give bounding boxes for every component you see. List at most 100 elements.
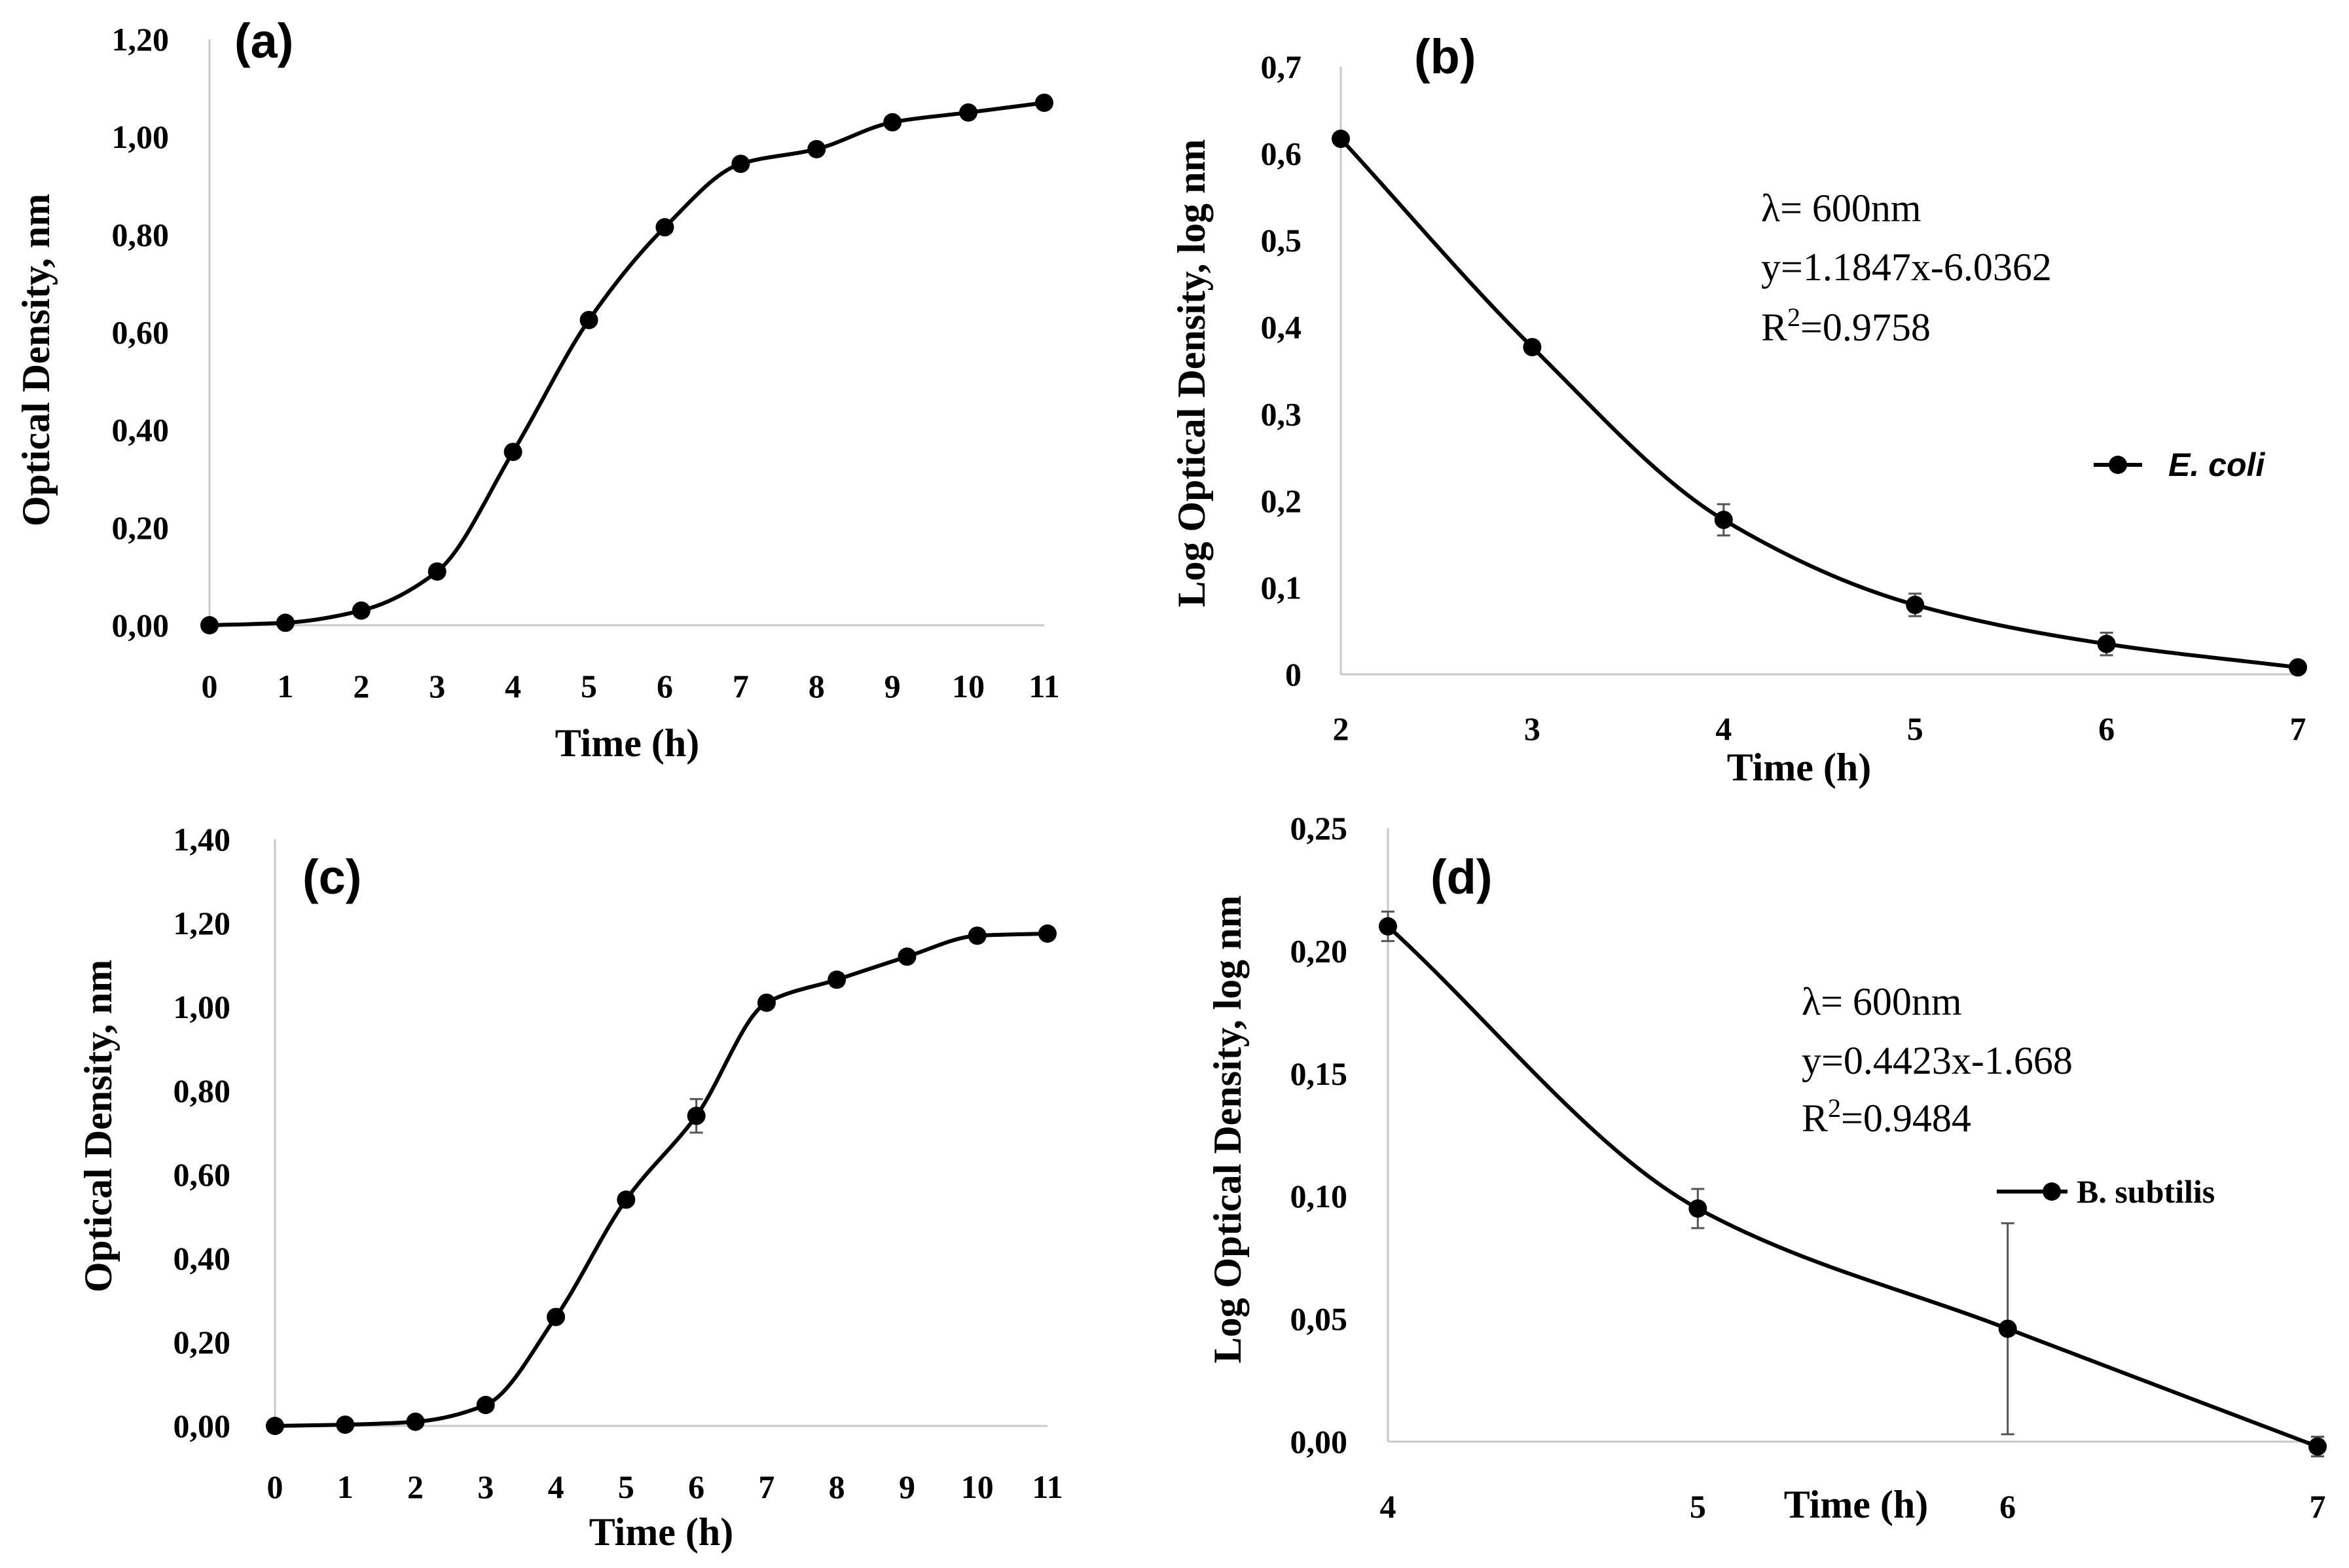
annotation-equation: y=1.1847x-6.0362 xyxy=(1761,246,2052,289)
data-point xyxy=(352,601,371,620)
panel-label: (c) xyxy=(302,850,361,904)
annotation-r: R xyxy=(1802,1097,1828,1140)
panel-label: (d) xyxy=(1430,850,1493,904)
annotation-wavelength: λ= 600nm xyxy=(1761,187,1921,230)
x-tick-label: 1 xyxy=(277,668,293,704)
y-axis-title: Optical Density, nm xyxy=(14,194,58,526)
y-tick-label: 0,4 xyxy=(1261,309,1302,346)
y-tick-label: 0,2 xyxy=(1261,483,1302,519)
panel-b: 0 0,1 0,2 0,3 0,4 0,5 0,6 0,7 2 3 4 5 6 7 Time (h) Log … xyxy=(1170,29,2307,789)
data-point xyxy=(959,103,978,122)
data-point xyxy=(2308,1437,2327,1456)
data-point xyxy=(1332,130,1350,149)
y-tick-label: 0,1 xyxy=(1261,569,1302,606)
y-tick-label: 0,25 xyxy=(1290,810,1348,847)
data-point xyxy=(828,970,847,989)
x-tick-label: 4 xyxy=(505,668,521,704)
y-tick-label: 0,40 xyxy=(173,1240,231,1277)
data-point xyxy=(883,113,902,132)
annotation-superscript: 2 xyxy=(1787,302,1800,332)
data-point xyxy=(1035,93,1053,112)
y-tick-label: 0,80 xyxy=(173,1072,231,1109)
data-point xyxy=(476,1396,495,1414)
y-tick-label: 1,20 xyxy=(112,21,170,58)
y-tick-label: 0,00 xyxy=(1290,1423,1348,1460)
x-tick-label: 7 xyxy=(758,1468,774,1505)
legend-label: B. subtilis xyxy=(2077,1173,2215,1210)
x-tick-label: 5 xyxy=(618,1468,634,1505)
data-point xyxy=(547,1307,566,1326)
x-tick-label: 5 xyxy=(1690,1488,1706,1525)
legend-label: E. coli xyxy=(2168,447,2265,483)
y-tick-label: 0,20 xyxy=(112,509,170,546)
y-tick-label: 0,00 xyxy=(112,607,170,644)
x-tick-label: 3 xyxy=(429,668,445,704)
annotation-wavelength: λ= 600nm xyxy=(1802,980,1962,1023)
data-point xyxy=(2289,658,2307,677)
data-point xyxy=(731,155,750,173)
panel-a: 0,00 0,20 0,40 0,60 0,80 1,00 1,20 0 1 2 3 4 5 6 7 8 9 10… xyxy=(14,14,1060,765)
annotation-superscript: 2 xyxy=(1828,1093,1841,1123)
x-axis-title: Time (h) xyxy=(589,1510,734,1554)
y-axis-title: Log Optical Density, log nm xyxy=(1206,895,1249,1363)
y-tick-label: 0,15 xyxy=(1290,1055,1348,1092)
x-axis-title: Time (h) xyxy=(555,721,700,765)
annotation-r-value: =0.9758 xyxy=(1800,306,1931,349)
y-tick-label: 0,5 xyxy=(1261,222,1302,259)
x-tick-label: 5 xyxy=(581,668,597,704)
y-axis-title: Optical Density, nm xyxy=(77,960,120,1292)
y-tick-label: 0,05 xyxy=(1290,1301,1348,1338)
panel-c: 0,00 0,20 0,40 0,60 0,80 1,00 1,20 1,40 0 1 2 3 4 5 6 7… xyxy=(77,821,1063,1554)
x-tick-label: 11 xyxy=(1032,1468,1063,1505)
annotation-r: R xyxy=(1761,306,1787,349)
data-point xyxy=(406,1412,425,1431)
y-tick-label: 0,20 xyxy=(1290,932,1348,969)
y-tick-label: 0,7 xyxy=(1261,48,1302,85)
x-tick-label: 9 xyxy=(899,1468,915,1505)
y-tick-label: 0,60 xyxy=(173,1156,231,1193)
panel-d: 0,00 0,05 0,10 0,15 0,20 0,25 4 5 6 7 Time (h) Log … xyxy=(1206,810,2327,1526)
series-line xyxy=(1339,137,2299,670)
data-point xyxy=(687,1106,706,1125)
data-point xyxy=(1906,595,1925,614)
y-tick-label: 1,20 xyxy=(173,905,231,941)
x-tick-label: 10 xyxy=(952,668,985,704)
data-point xyxy=(266,1417,284,1435)
panel-label: (b) xyxy=(1414,29,1476,84)
x-tick-label: 6 xyxy=(1999,1488,2016,1525)
x-tick-label: 10 xyxy=(961,1468,994,1505)
y-tick-label: 1,40 xyxy=(173,821,231,858)
data-point xyxy=(617,1190,636,1209)
x-tick-label: 2 xyxy=(353,668,369,704)
y-tick-label: 0,20 xyxy=(173,1324,231,1360)
x-tick-label: 8 xyxy=(829,1468,845,1505)
data-point xyxy=(1714,511,1733,530)
panel-label: (a) xyxy=(234,14,293,68)
y-tick-label: 0,40 xyxy=(112,412,170,448)
x-tick-label: 3 xyxy=(1524,710,1540,747)
data-point xyxy=(1038,924,1057,943)
x-tick-label: 7 xyxy=(2310,1488,2326,1525)
y-tick-label: 0,80 xyxy=(112,216,170,253)
x-tick-label: 7 xyxy=(733,668,749,704)
x-tick-label: 0 xyxy=(202,668,218,704)
data-point xyxy=(200,616,219,634)
data-point xyxy=(336,1415,355,1434)
y-tick-label: 1,00 xyxy=(112,119,170,155)
x-tick-label: 5 xyxy=(1907,710,1923,747)
x-tick-label: 8 xyxy=(809,668,825,704)
series-line xyxy=(274,932,1048,1428)
x-tick-label: 4 xyxy=(548,1468,564,1505)
legend-marker xyxy=(2109,456,2127,474)
x-tick-label: 4 xyxy=(1715,710,1732,747)
data-point xyxy=(1998,1319,2017,1338)
x-tick-label: 11 xyxy=(1029,668,1059,704)
data-point xyxy=(2097,634,2116,653)
y-axis-title: Log Optical Density, log nm xyxy=(1170,139,1213,607)
x-tick-label: 2 xyxy=(407,1468,424,1505)
x-tick-label: 9 xyxy=(884,668,901,704)
data-point xyxy=(968,926,987,945)
x-tick-label: 6 xyxy=(2098,710,2115,747)
legend-marker xyxy=(2043,1182,2061,1201)
